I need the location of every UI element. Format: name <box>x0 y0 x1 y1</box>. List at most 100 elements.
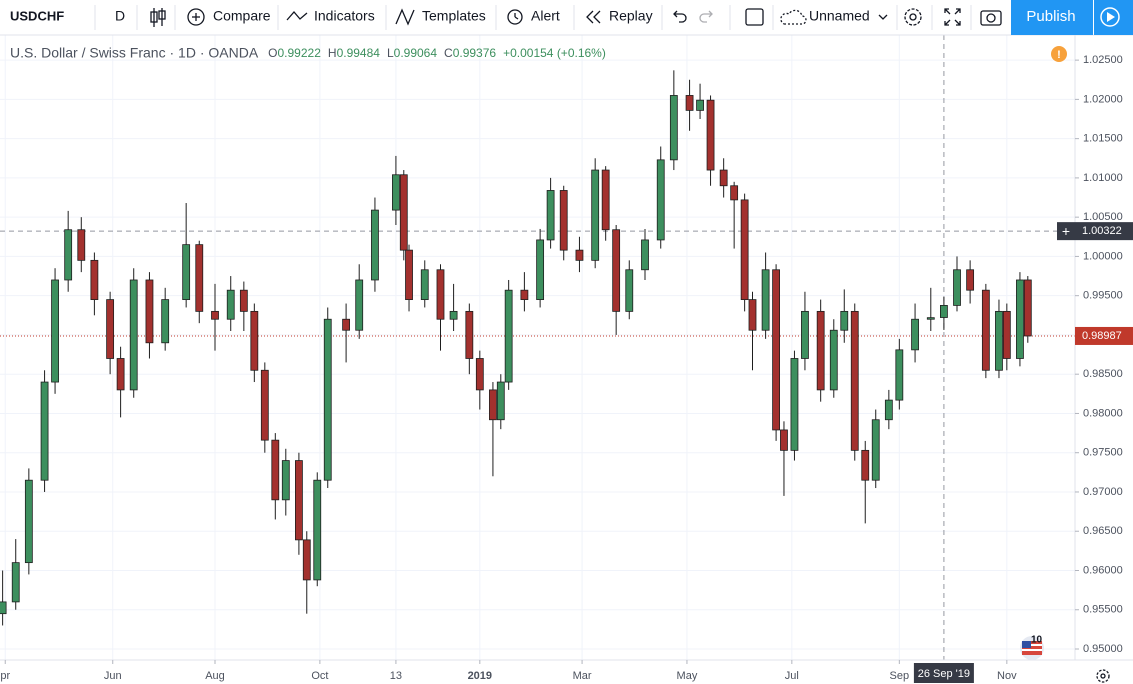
ohlc-value: 0.99376 <box>453 46 497 60</box>
price-axis <box>1075 35 1133 660</box>
candle-body <box>601 169 610 231</box>
candle-body <box>489 389 497 421</box>
candle-body <box>64 229 73 281</box>
candle-body <box>90 259 99 301</box>
time-settings[interactable] <box>1096 669 1110 683</box>
candle-body <box>342 318 350 331</box>
y-tick-label: 0.95000 <box>1083 643 1123 655</box>
candle-body <box>475 358 484 391</box>
y-tick-label: 1.02500 <box>1083 54 1123 66</box>
publish-label[interactable]: Publish <box>1026 8 1075 25</box>
crosshair-time-box <box>913 663 974 683</box>
candle-body <box>829 329 838 391</box>
replay-button[interactable]: Replay <box>609 8 653 24</box>
y-tick-label: 1.02000 <box>1083 93 1123 105</box>
candle-body <box>953 269 961 306</box>
candle-body <box>861 449 870 481</box>
candle-body <box>271 439 280 501</box>
snapshot-button[interactable] <box>980 10 1002 26</box>
candle-body <box>546 190 555 241</box>
interval[interactable]: D <box>115 8 125 24</box>
settings-button[interactable] <box>904 8 922 26</box>
x-tick-label: Mar <box>573 670 592 682</box>
candle-body <box>77 229 86 261</box>
chart-title: U.S. Dollar / Swiss Franc · 1D · OANDA <box>10 45 259 61</box>
chart-type-button[interactable] <box>150 8 166 27</box>
candle-body <box>106 299 115 359</box>
candle-body <box>281 460 290 501</box>
candle-body <box>669 95 678 161</box>
candle-body <box>260 369 269 441</box>
last-price-label: 0.98987 <box>1082 330 1122 342</box>
candle-body <box>436 269 445 320</box>
candle-body <box>195 244 204 312</box>
candle-body <box>24 479 33 564</box>
ohlc-value: 0.99064 <box>394 46 438 60</box>
compare-icon[interactable] <box>187 8 205 26</box>
publish-button[interactable] <box>1011 0 1093 35</box>
undo-button[interactable] <box>673 10 687 23</box>
layout-name[interactable]: Unnamed <box>809 8 870 24</box>
candle-body <box>313 479 322 581</box>
replay-icon[interactable] <box>586 10 594 24</box>
ohlc-value: 0.99484 <box>337 46 381 60</box>
candle-body <box>790 358 799 451</box>
candle-body <box>399 174 408 251</box>
y-tick-label: 1.01500 <box>1083 133 1123 145</box>
candle-body <box>840 310 849 331</box>
last-price-box <box>1075 326 1133 345</box>
x-tick-label: 13 <box>390 670 402 682</box>
y-tick-label: 0.96000 <box>1083 564 1123 576</box>
candle-body <box>696 99 704 111</box>
candle-body <box>129 279 138 391</box>
flag-badge: 10 <box>1031 635 1043 646</box>
play-icon[interactable] <box>1100 7 1120 27</box>
redo-button[interactable] <box>699 10 713 23</box>
candle-body <box>504 289 513 383</box>
candle-body <box>302 539 311 581</box>
candle-body <box>520 289 529 301</box>
candle-body <box>51 279 59 383</box>
candle-body <box>449 310 458 320</box>
candle-body <box>371 209 379 281</box>
x-tick-label: Oct <box>311 670 328 682</box>
crosshair-plus: + <box>1062 223 1070 239</box>
candle-body <box>559 190 568 251</box>
candle-body <box>816 310 825 391</box>
y-tick-label: 0.98000 <box>1083 407 1123 419</box>
y-tick-label: 1.00000 <box>1083 250 1123 262</box>
candle-body <box>465 310 474 359</box>
crosshair-price-box <box>1057 222 1133 241</box>
candle-body <box>0 601 7 615</box>
ohlc-name: C <box>444 46 453 60</box>
warning-icon[interactable] <box>1051 46 1067 62</box>
candle-body <box>719 169 728 187</box>
alert-icon[interactable] <box>507 9 523 25</box>
select-button[interactable] <box>745 8 764 26</box>
symbol[interactable]: USDCHF <box>10 8 64 23</box>
candle-body <box>995 310 1003 371</box>
x-tick-label: Jul <box>785 670 799 682</box>
candle-body <box>591 169 600 261</box>
layout-dropdown[interactable] <box>878 14 888 20</box>
candle-body <box>685 95 694 111</box>
candle-body <box>940 305 948 318</box>
candle-body <box>911 318 919 351</box>
templates-icon[interactable] <box>395 8 415 26</box>
candle-body <box>1023 279 1032 337</box>
candle-body <box>11 562 20 603</box>
events-flag[interactable]: 10 <box>1020 635 1044 660</box>
candle-body <box>850 310 859 451</box>
candle-body <box>625 269 634 312</box>
x-tick-label: Nov <box>997 670 1017 682</box>
alert-button[interactable]: Alert <box>531 8 560 24</box>
indicators-button[interactable]: Indicators <box>314 8 375 24</box>
fullscreen-button[interactable] <box>944 8 961 26</box>
candle-body <box>323 318 332 481</box>
templates-button[interactable]: Templates <box>422 8 486 24</box>
candle-body <box>355 279 364 331</box>
indicators-icon[interactable] <box>286 11 308 21</box>
compare-button[interactable]: Compare <box>213 8 271 24</box>
